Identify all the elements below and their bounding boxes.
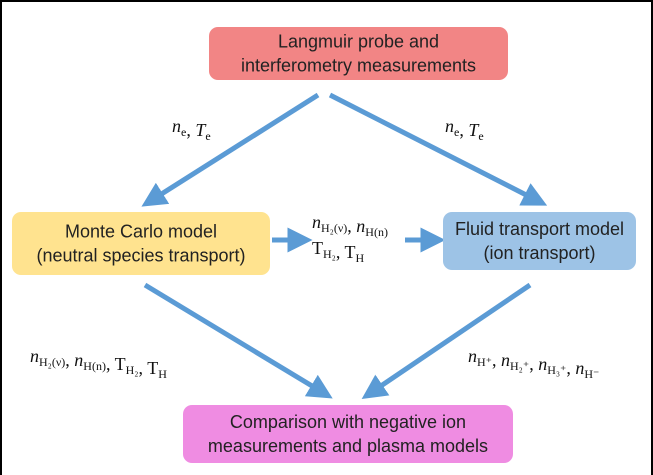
node-text: interferometry measurements [241,56,476,76]
math-base: n [445,116,454,136]
math-base: , [347,216,356,236]
math-base: n [575,358,584,378]
math-sub: H(n) [365,225,388,239]
arrow [361,282,532,400]
node: Comparison with negative ion measurements… [183,405,513,463]
node-box [183,405,513,463]
edge-label: ne, Te [172,116,211,143]
math-sub: H₂ [323,247,336,261]
edge-label: TH₂, TH [312,238,365,265]
math-base: T [147,358,158,378]
math-base: n [468,346,477,366]
math-base: , [336,242,345,262]
math-base: , [492,350,501,370]
arrow [143,282,333,399]
math-sub: H₂(ν) [39,355,65,369]
math-base: n [356,216,365,236]
math-sub: H₂ [126,363,139,377]
math-sub: H [158,367,167,381]
edge-label: nH₂(ν), nH(n) [312,212,388,239]
math-base: n [172,116,181,136]
math-base: T [312,238,323,258]
node-text: measurements and plasma models [208,436,488,456]
math-base: , [566,358,575,378]
math-base: , [106,354,115,374]
math-base: n [74,350,83,370]
edge-label: ne, Te [445,116,484,143]
math-sub: H₃⁺ [547,363,566,377]
math-base: , [139,358,148,378]
math-base: , [65,350,74,370]
node: Langmuir probe and interferometry measure… [209,27,508,80]
math-sub: e [478,129,483,143]
node-box [443,212,636,270]
math-sub: e [181,125,186,139]
arrow [328,92,548,206]
node-box [209,27,508,80]
math-sub: H⁺ [477,355,492,369]
math-base: n [501,350,510,370]
edge-label: nH⁺, nH₂⁺, nH₃⁺, nH⁻ [468,346,599,381]
math-sub: H⁻ [584,367,599,381]
math-base: T [195,120,207,140]
math-sub: e [454,125,459,139]
node-text: (neutral species transport) [36,246,245,266]
node-text: Fluid transport model [455,219,624,239]
arrow [141,92,320,207]
math-base: n [30,346,39,366]
math-base: , [529,354,538,374]
math-base: T [345,242,356,262]
arrows [141,92,548,400]
math-base: T [115,354,126,374]
edge-label: nH₂(ν), nH(n), TH₂, TH [30,346,167,381]
node: Fluid transport model (ion transport) [443,212,636,270]
node: Monte Carlo model (neutral species transp… [12,212,270,275]
node-box [12,212,270,275]
node-text: Comparison with negative ion [230,412,466,432]
math-base: T [468,120,480,140]
node-text: Langmuir probe and [278,32,439,52]
math-sub: H₂⁺ [510,359,529,373]
math-base: , [186,120,195,140]
node-text: (ion transport) [483,243,595,263]
math-base: n [312,212,321,232]
node-text: Monte Carlo model [65,222,217,242]
math-base: n [538,354,547,374]
math-sub: H(n) [83,359,106,373]
math-sub: H₂(ν) [321,221,347,235]
math-sub: e [205,129,210,143]
math-base: , [459,120,468,140]
math-sub: H [356,251,365,265]
